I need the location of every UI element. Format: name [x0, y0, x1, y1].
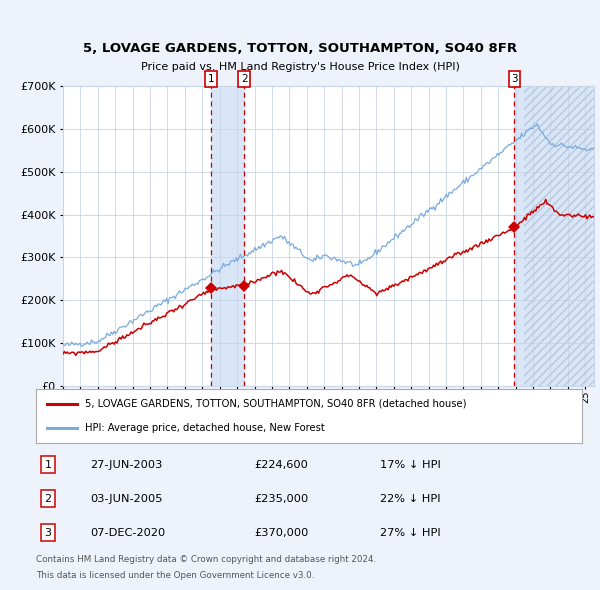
Text: 22% ↓ HPI: 22% ↓ HPI [380, 494, 440, 503]
Text: 07-DEC-2020: 07-DEC-2020 [91, 527, 166, 537]
Text: Price paid vs. HM Land Registry's House Price Index (HPI): Price paid vs. HM Land Registry's House … [140, 62, 460, 71]
Text: Contains HM Land Registry data © Crown copyright and database right 2024.: Contains HM Land Registry data © Crown c… [36, 555, 376, 564]
Text: This data is licensed under the Open Government Licence v3.0.: This data is licensed under the Open Gov… [36, 572, 314, 581]
Text: 3: 3 [511, 74, 518, 84]
Text: 27-JUN-2003: 27-JUN-2003 [91, 460, 163, 470]
Text: 27% ↓ HPI: 27% ↓ HPI [380, 527, 441, 537]
Bar [524, 86, 594, 386]
Text: 3: 3 [44, 527, 52, 537]
Text: 5, LOVAGE GARDENS, TOTTON, SOUTHAMPTON, SO40 8FR: 5, LOVAGE GARDENS, TOTTON, SOUTHAMPTON, … [83, 42, 517, 55]
Text: HPI: Average price, detached house, New Forest: HPI: Average price, detached house, New … [85, 423, 325, 433]
Text: 1: 1 [208, 74, 214, 84]
Text: 17% ↓ HPI: 17% ↓ HPI [380, 460, 441, 470]
Text: 2: 2 [44, 494, 52, 503]
Text: 5, LOVAGE GARDENS, TOTTON, SOUTHAMPTON, SO40 8FR (detached house): 5, LOVAGE GARDENS, TOTTON, SOUTHAMPTON, … [85, 399, 467, 409]
Bar [514, 86, 524, 386]
Text: £235,000: £235,000 [254, 494, 308, 503]
Text: £370,000: £370,000 [254, 527, 309, 537]
Text: 03-JUN-2005: 03-JUN-2005 [91, 494, 163, 503]
Text: 1: 1 [44, 460, 52, 470]
Bar [211, 86, 244, 386]
Bar [524, 86, 594, 386]
Text: 2: 2 [241, 74, 248, 84]
Text: £224,600: £224,600 [254, 460, 308, 470]
